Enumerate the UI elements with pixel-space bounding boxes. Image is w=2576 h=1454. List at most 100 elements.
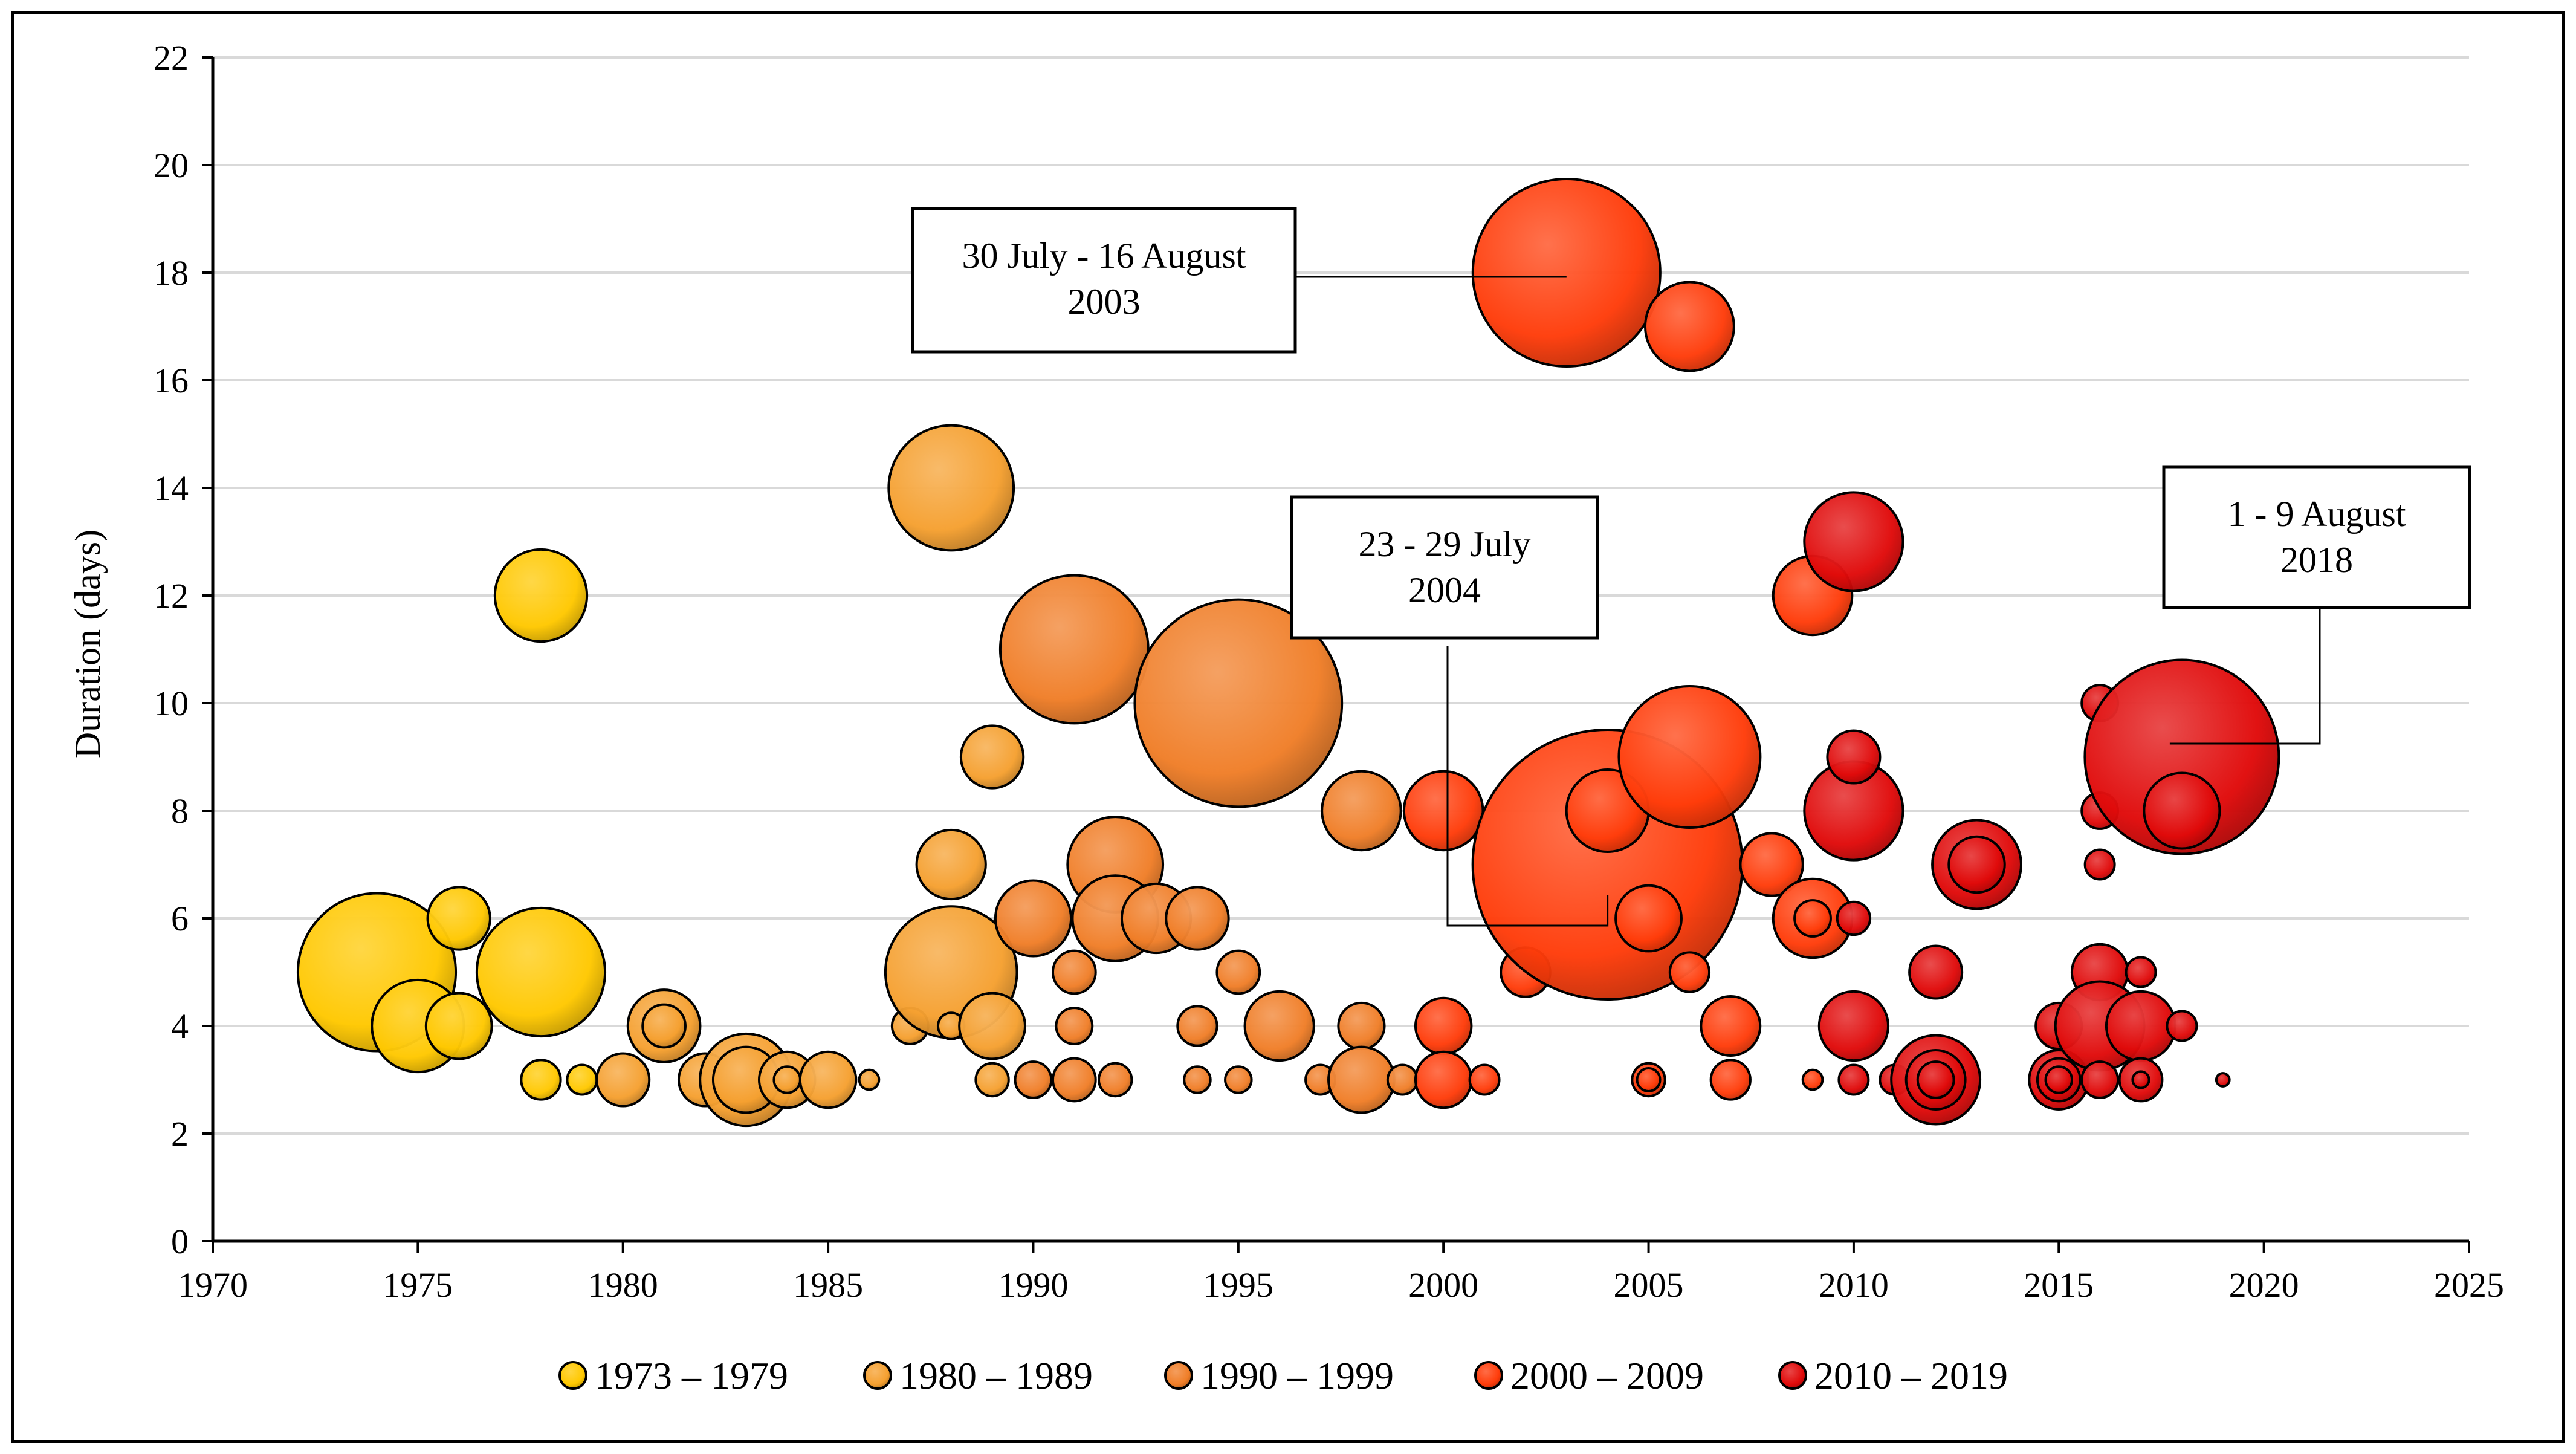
- annotation-label: 30 July - 16 August: [962, 236, 1246, 276]
- y-tick-label: 16: [154, 361, 189, 400]
- gridlines: [213, 56, 2469, 1135]
- series-4: [1803, 491, 2280, 1126]
- bubble: [858, 1068, 881, 1091]
- bubble: [1243, 990, 1315, 1062]
- bubble: [1836, 900, 1872, 936]
- bubble: [2080, 1060, 2120, 1099]
- bubble: [1224, 1065, 1253, 1094]
- bubble: [1133, 598, 1344, 808]
- legend-label: 1990 – 1999: [1200, 1354, 1394, 1397]
- bubble: [798, 1050, 858, 1109]
- legend-swatch: [558, 1361, 587, 1390]
- legend-label: 1973 – 1979: [595, 1354, 788, 1397]
- bubble: [1386, 1063, 1419, 1096]
- y-tick-label: 4: [171, 1007, 189, 1046]
- bubble: [1739, 832, 1804, 897]
- annotation-callout: 30 July - 16 August 2003: [911, 207, 1567, 354]
- series-0: [296, 548, 607, 1101]
- bubble: [1709, 1059, 1752, 1101]
- bubble: [1908, 944, 1964, 1000]
- legend-swatch: [1474, 1361, 1503, 1390]
- bubble: [1793, 899, 1832, 938]
- bubble: [1327, 1045, 1396, 1114]
- bubble: [566, 1063, 598, 1096]
- legend-entry: 1973 – 1979: [558, 1354, 788, 1397]
- bubble: [958, 992, 1026, 1060]
- bubble: [1414, 1050, 1473, 1109]
- bubble: [1803, 491, 1904, 592]
- annotation-callout: 1 - 9 August 2018: [2162, 465, 2471, 745]
- bubble: [1826, 729, 1882, 785]
- bubble: [1337, 1001, 1386, 1051]
- callout-box: [1290, 495, 1599, 640]
- bubble: [915, 828, 987, 901]
- y-tick-label: 22: [154, 38, 189, 77]
- x-tick-label: 1975: [383, 1265, 453, 1305]
- bubble: [1176, 1005, 1218, 1047]
- bubble: [1468, 1063, 1501, 1096]
- y-tick-label: 20: [154, 146, 189, 185]
- bubble: [1916, 1060, 1955, 1099]
- series-1: [595, 424, 1026, 1128]
- bubble: [772, 1065, 801, 1094]
- bubble: [1321, 770, 1402, 852]
- bubble: [887, 424, 1015, 552]
- bubble: [1700, 995, 1762, 1057]
- series-3: [1402, 177, 1854, 1109]
- x-tick-label: 1980: [588, 1265, 658, 1305]
- bubble: [2083, 848, 2116, 881]
- bubble: [1014, 1060, 1053, 1099]
- bubble: [1215, 949, 1261, 995]
- bubble: [1402, 770, 1484, 852]
- bubble: [1055, 1007, 1094, 1045]
- x-tick-label: 2025: [2434, 1265, 2504, 1305]
- annotation-label: 1 - 9 August: [2227, 494, 2406, 534]
- y-axis-label: Duration (days): [68, 530, 108, 758]
- bubble: [2166, 1010, 2198, 1042]
- callout-leader-line: [1446, 646, 1609, 927]
- bubble: [1414, 996, 1473, 1056]
- legend-entry: 2000 – 2009: [1474, 1354, 1704, 1397]
- legend-swatch: [1778, 1361, 1807, 1390]
- y-tick-label: 2: [171, 1114, 189, 1154]
- bubble: [595, 1052, 651, 1108]
- bubble: [641, 1003, 687, 1049]
- legend-entry: 2010 – 2019: [1778, 1354, 2008, 1397]
- x-tick-label: 2005: [1614, 1265, 1684, 1305]
- annotation-label: 2004: [1408, 570, 1481, 610]
- bubble: [424, 992, 493, 1060]
- callout-leader-line: [2169, 608, 2321, 745]
- annotations: 30 July - 16 August 2003 23 - 29 July 2004 1…: [911, 207, 2471, 927]
- bubble: [2215, 1072, 2231, 1088]
- x-tick-label: 2015: [2024, 1265, 2094, 1305]
- x-tick-label: 1970: [178, 1265, 248, 1305]
- bubble: [1098, 1062, 1133, 1098]
- bubble: [2125, 956, 2157, 988]
- bubble: [1471, 177, 1662, 368]
- y-tick-label: 18: [154, 253, 189, 293]
- bubble: [1947, 835, 2006, 894]
- bubble: [1617, 685, 1762, 829]
- bubble: [998, 574, 1150, 725]
- bubble: [520, 1059, 562, 1101]
- legend-entry: 1980 – 1989: [863, 1354, 1093, 1397]
- bubble: [2143, 771, 2221, 850]
- bubble: [974, 1062, 1010, 1098]
- x-tick-label: 1990: [998, 1265, 1068, 1305]
- axes: 0 2 4 6 8 10 12 14 16 18 20 22 1970 1975 1980 1985 1990 1…: [154, 38, 2504, 1305]
- callout-box: [2162, 465, 2471, 609]
- y-tick-label: 12: [154, 576, 189, 615]
- bubble: [1614, 884, 1683, 953]
- annotation-label: 2003: [1068, 282, 1141, 322]
- legend-swatch: [863, 1361, 892, 1390]
- bubble: [1051, 1057, 1097, 1103]
- annotation-callout: 23 - 29 July 2004: [1290, 495, 1609, 927]
- bubble: [1817, 990, 1890, 1062]
- x-tick-label: 2000: [1408, 1265, 1478, 1305]
- legend-label: 2000 – 2009: [1510, 1354, 1704, 1397]
- y-tick-label: 14: [154, 469, 189, 508]
- bubble: [1643, 281, 1735, 372]
- x-tick-label: 1985: [793, 1265, 863, 1305]
- series-2: [994, 574, 1419, 1114]
